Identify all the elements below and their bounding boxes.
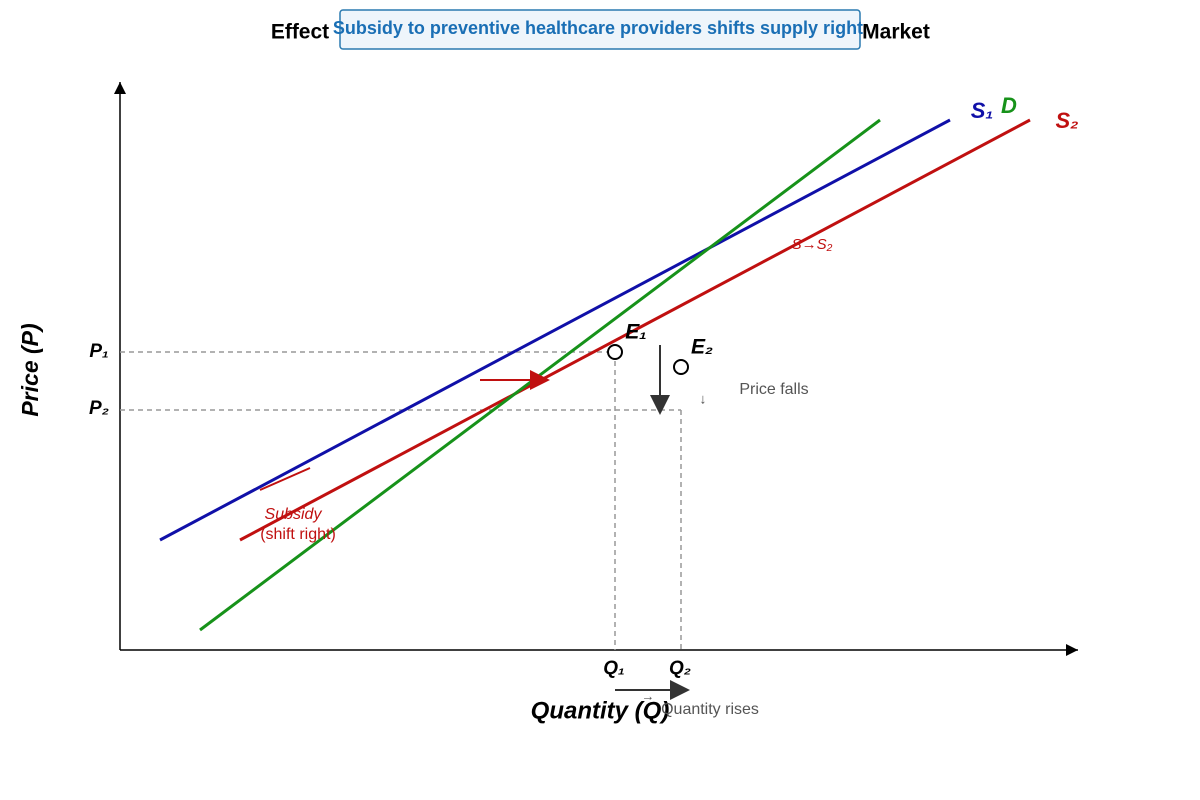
- callout-box: [339, 9, 861, 50]
- e1-label: E₁: [625, 321, 646, 344]
- shift-label: S→S₂: [792, 236, 833, 253]
- supply-s2: [239, 118, 1031, 542]
- price-arrowhead: [650, 395, 670, 415]
- y-axis-label: Price (P): [17, 323, 43, 416]
- q1-label: Q₁: [603, 658, 624, 679]
- quantity-rises: Quantity rises: [661, 701, 759, 718]
- price-falls: Price falls: [739, 381, 808, 398]
- down-arrow-text: ↓: [700, 391, 707, 407]
- right-arrow-text: →: [642, 688, 655, 703]
- s2-label: S₂: [1055, 108, 1078, 133]
- quantity-arrowhead: [670, 680, 690, 700]
- equilibrium-e2: [673, 359, 689, 375]
- subsidy-tick: [259, 467, 311, 491]
- p2-label: P₂: [89, 398, 109, 419]
- shift-right-label: (shift right): [260, 526, 336, 543]
- e2-label: E₂: [691, 336, 713, 359]
- q2-label: Q₂: [669, 658, 691, 679]
- p1-label: P₁: [89, 341, 108, 362]
- d-label: D: [1001, 93, 1017, 118]
- callout-text: Subsidy to preventive healthcare provide…: [333, 18, 863, 38]
- x-axis-label: Quantity (Q): [531, 697, 670, 724]
- shift-arrowhead: [530, 370, 550, 390]
- title-left: Effect: [271, 21, 329, 44]
- title-right: Market: [862, 21, 930, 44]
- equilibrium-e1: [607, 344, 623, 360]
- subsidy-label: Subsidy: [265, 506, 323, 523]
- supply-s1: [159, 118, 951, 542]
- s1-label: S₁: [971, 98, 993, 123]
